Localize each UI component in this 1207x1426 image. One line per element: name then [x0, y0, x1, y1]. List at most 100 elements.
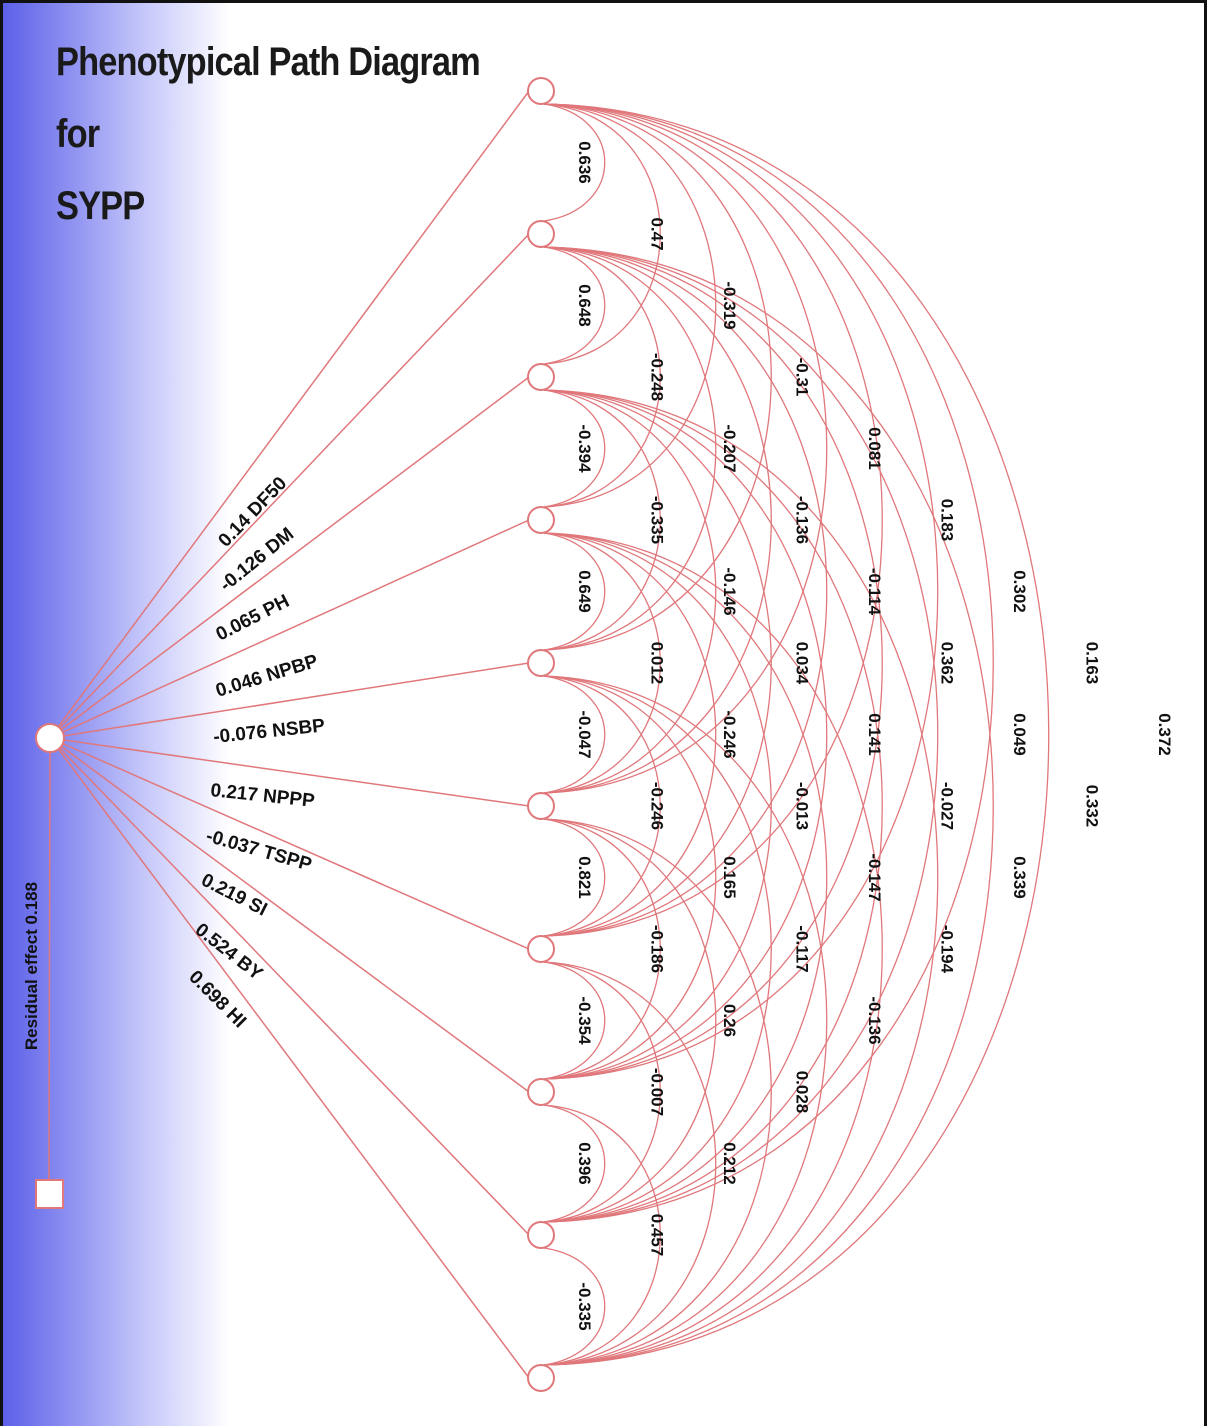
correlation-value: 0.028 [793, 1071, 812, 1114]
diagram-title: Phenotypical Path Diagram for SYPP [56, 26, 503, 242]
correlation-value: -0.246 [648, 782, 667, 830]
correlation-arc [543, 103, 994, 1223]
correlation-arc [543, 246, 939, 1223]
correlation-arc [543, 103, 772, 651]
correlation-value: -0.114 [865, 568, 884, 616]
direct-effect-line [49, 90, 530, 739]
correlation-arc [543, 961, 606, 1080]
correlation-arc [543, 961, 661, 1223]
direct-effect-label-nsbp: -0.076 NSBP [212, 715, 326, 748]
correlation-value: -0.207 [720, 424, 739, 472]
correlation-value: 0.212 [720, 1142, 739, 1185]
direct-effect-line [49, 376, 530, 739]
direct-effect-label-npbp: 0.046 NPBP [213, 651, 320, 702]
correlation-arc [543, 1247, 606, 1366]
correlation-arc [543, 532, 661, 794]
correlation-arc [543, 246, 661, 508]
direct-effect-label-tspp: -0.037 TSPP [204, 826, 315, 876]
direct-effect-label-hi: 0.698 HI [184, 967, 250, 1033]
correlation-value: -0.335 [648, 496, 667, 544]
correlation-value: -0.136 [793, 496, 812, 544]
correlation-arc [543, 389, 828, 1080]
correlation-arc [543, 389, 883, 1223]
correlation-arc [543, 389, 606, 508]
correlation-value: -0.047 [575, 710, 594, 758]
correlation-value: 0.339 [1010, 856, 1029, 899]
direct-effect-line [49, 519, 530, 739]
correlation-value: 0.165 [720, 856, 739, 899]
correlation-value: -0.027 [938, 782, 957, 830]
residual-line [48, 751, 51, 1181]
correlation-value: 0.648 [575, 284, 594, 327]
correlation-arc [543, 389, 939, 1366]
correlation-value: 0.163 [1083, 642, 1102, 685]
direct-effect-label-nppp: 0.217 NPPP [209, 780, 316, 812]
direct-effect-line [49, 233, 530, 739]
correlation-value: 0.821 [575, 856, 594, 899]
correlation-value: -0.394 [575, 424, 594, 473]
diagram-title-line-2: SYPP [56, 184, 145, 228]
correlation-value: 0.141 [865, 713, 884, 756]
correlation-arc [543, 675, 772, 1223]
correlation-arc [543, 818, 717, 1223]
correlation-value: 0.081 [865, 427, 884, 470]
correlation-arc [543, 103, 1050, 1366]
trait-node-tspp [527, 935, 555, 963]
correlation-arc [543, 389, 717, 794]
correlation-arc [543, 103, 939, 1080]
correlation-value: -0.186 [648, 925, 667, 973]
correlation-value: -0.146 [720, 567, 739, 615]
correlation-arc [543, 1104, 661, 1366]
trait-node-hi [527, 1364, 555, 1392]
correlation-arc [543, 246, 717, 651]
correlation-arc [543, 532, 606, 651]
trait-node-by [527, 1221, 555, 1249]
correlation-arc [543, 246, 828, 937]
diagram-title-line-1: Phenotypical Path Diagram for [56, 40, 481, 156]
trait-node-npbp [527, 506, 555, 534]
direct-effect-line [49, 737, 530, 807]
correlation-value: -0.248 [648, 353, 667, 401]
residual-node [35, 1179, 64, 1209]
correlation-arc [543, 818, 606, 937]
trait-node-dm [527, 220, 555, 248]
frame-border-right [1204, 0, 1207, 1426]
correlation-arc [543, 818, 661, 1080]
correlation-arc [543, 246, 994, 1366]
correlation-value: -0.136 [865, 996, 884, 1044]
correlation-arc [543, 532, 883, 1366]
correlation-arc [543, 103, 828, 794]
correlation-value: 0.372 [1155, 713, 1174, 756]
correlation-arc [543, 818, 772, 1366]
correlation-value: 0.457 [648, 1214, 667, 1257]
correlation-value: -0.013 [793, 782, 812, 830]
correlation-value: -0.007 [648, 1068, 667, 1116]
frame-border-top [0, 0, 1207, 3]
correlation-arc [543, 675, 606, 794]
trait-node-nsbp [527, 649, 555, 677]
trait-node-df50 [527, 77, 555, 105]
correlation-value: 0.012 [648, 642, 667, 685]
correlation-value: 0.26 [720, 1004, 739, 1037]
correlation-arc [543, 103, 661, 365]
correlation-arc [543, 246, 772, 794]
correlation-value: 0.034 [793, 642, 812, 685]
correlation-value: 0.636 [575, 141, 594, 184]
correlation-arc [543, 103, 717, 508]
correlation-arc [543, 532, 717, 937]
correlation-value: 0.302 [1010, 570, 1029, 613]
direct-effect-label-si: 0.219 SI [198, 870, 271, 921]
correlation-value: 0.47 [648, 217, 667, 250]
correlation-arc [543, 103, 883, 937]
correlation-arc [543, 532, 772, 1080]
direct-effect-line [49, 662, 530, 739]
trait-node-nppp [527, 792, 555, 820]
direct-effect-label-ph: 0.065 PH [213, 591, 293, 646]
correlation-value: -0.31 [793, 358, 812, 397]
correlation-value: 0.332 [1083, 785, 1102, 828]
direct-effect-line [49, 737, 530, 950]
direct-effect-line [49, 737, 530, 1093]
correlation-arc [543, 103, 606, 222]
